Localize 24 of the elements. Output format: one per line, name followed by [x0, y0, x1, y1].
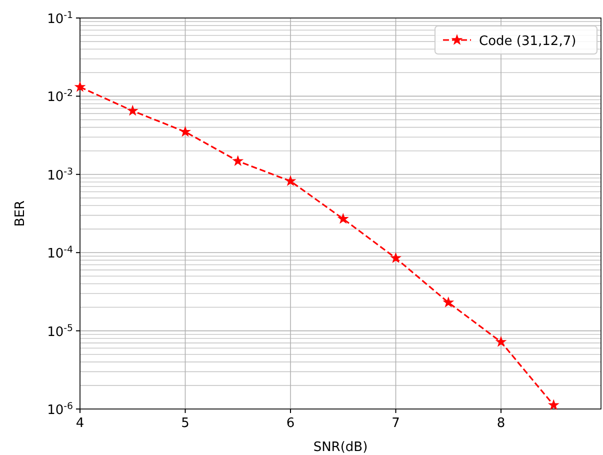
point — [338, 214, 348, 224]
point — [390, 253, 401, 262]
point — [180, 126, 190, 136]
x-tick-label: 8 — [496, 416, 506, 431]
y-tick-label: 10$^{-6}$ — [47, 400, 74, 418]
point — [286, 176, 296, 186]
x-tick-label: 5 — [181, 416, 190, 431]
y-tick-label: 10$^{-4}$ — [47, 244, 74, 262]
y-tick-label: 10$^{-1}$ — [47, 10, 74, 27]
legend-label: Code (31,12,7) — [479, 34, 576, 49]
point — [233, 156, 243, 166]
point — [444, 298, 454, 307]
x-tick-label: 7 — [392, 416, 400, 431]
y-axis-title: BER — [13, 200, 28, 227]
x-tick-label: 4 — [76, 416, 84, 431]
point — [496, 336, 506, 346]
y-tick-label: 10$^{-2}$ — [47, 88, 74, 106]
x-axis-title: SNR(dB) — [313, 440, 368, 455]
y-tick-label: 10$^{-5}$ — [47, 322, 74, 340]
point — [75, 82, 85, 92]
point — [128, 106, 138, 115]
x-tick-label: 6 — [286, 416, 295, 431]
y-tick-label: 10$^{-3}$ — [47, 166, 74, 184]
point — [548, 400, 558, 410]
